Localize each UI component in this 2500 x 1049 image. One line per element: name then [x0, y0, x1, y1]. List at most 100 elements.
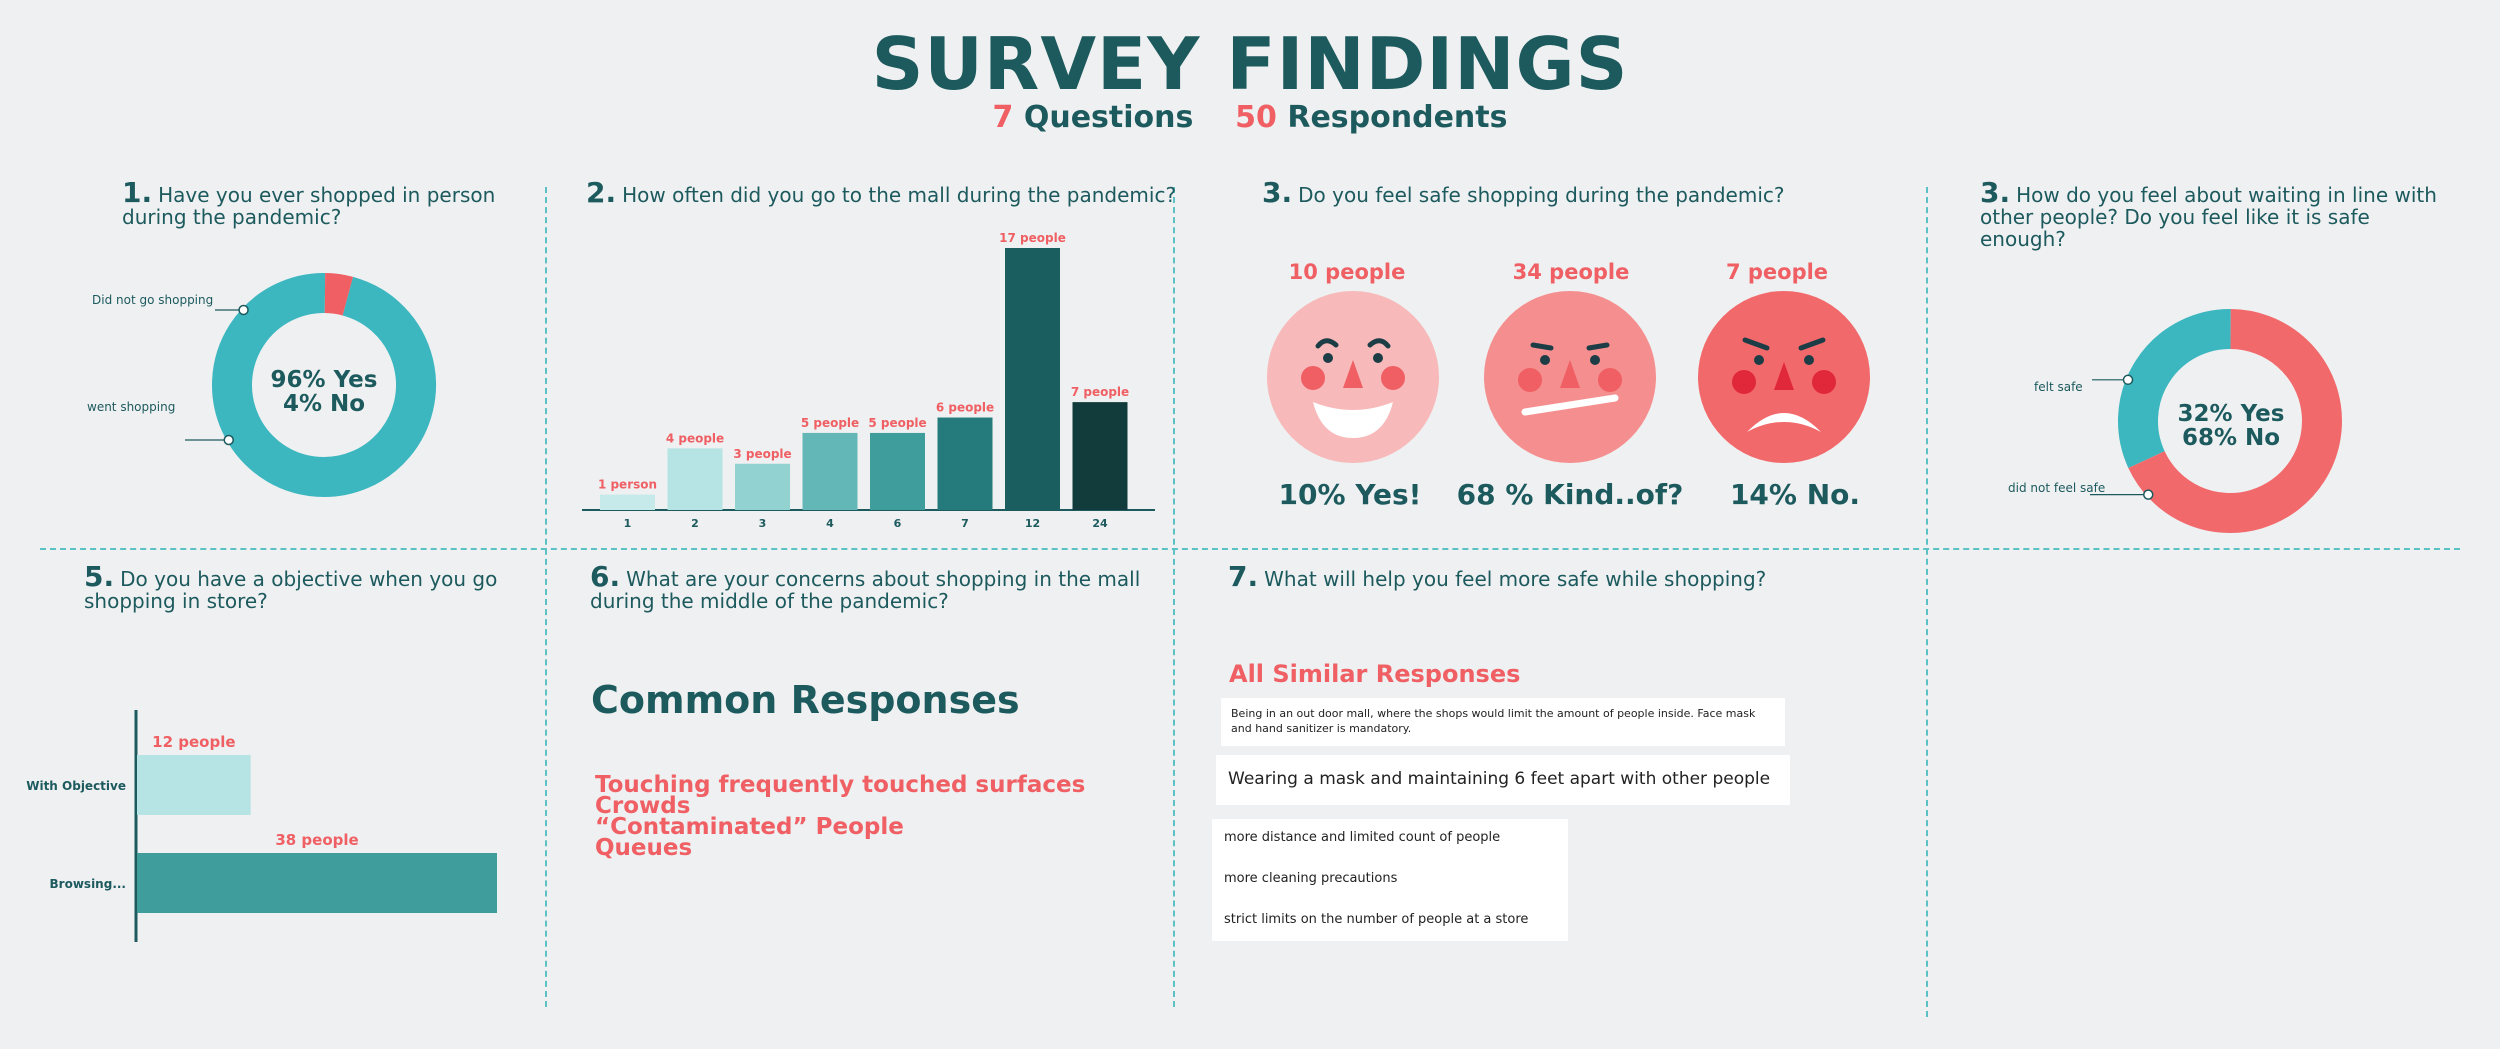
q6-response-list: Touching frequently touched surfaces Cro… [595, 772, 1086, 861]
q2-bar-chart: 1 person 1 4 people 2 3 people 3 5 people 4 5 pe… [582, 231, 1155, 530]
q2-tick-1: 1 [624, 517, 632, 530]
q2-tick-7: 7 [961, 517, 969, 530]
q4-donut-callout-dot-2 [2143, 489, 2154, 500]
q2-bar-2 [667, 448, 723, 510]
q2-bar-7 [937, 417, 993, 510]
divider-v-1 [545, 187, 547, 1007]
q2-bar-6 [870, 432, 925, 510]
q4-callout-no: did not feel safe [2008, 481, 2106, 495]
q5-bar-1 [137, 755, 251, 815]
q3-face-caption-1: 10% Yes! [1278, 478, 1422, 511]
divider-h [40, 548, 2460, 550]
q2-number: 2. [586, 176, 617, 209]
q5-number: 5. [84, 560, 115, 593]
q7-response-2: Wearing a mask and maintaining 6 feet ap… [1228, 769, 1771, 789]
q1-donut-chart [185, 273, 436, 497]
q6-response-1: Touching frequently touched surfaces [595, 772, 1086, 798]
q7-response-card-2: Wearing a mask and maintaining 6 feet ap… [1216, 755, 1790, 805]
q6-response-3: “Contaminated” People [595, 814, 904, 840]
q3-face-caption-2: 68 % Kind..of? [1456, 478, 1684, 511]
q3-face-label-2: 34 people [1512, 260, 1630, 284]
q5-category-2: Browsing... [50, 877, 126, 891]
q2-bar-label-2: 4 people [666, 431, 724, 445]
q3-question: 3. Do you feel safe shopping during the p… [1262, 179, 1862, 207]
q7-response-list-card: more distance and limited count of peopl… [1212, 819, 1568, 941]
q1-center-text: 96% Yes 4% No [254, 368, 394, 416]
q1-text: Have you ever shopped in person during t… [122, 183, 496, 229]
divider-v-2 [1173, 187, 1175, 1007]
q2-bar-label-4: 5 people [801, 416, 859, 430]
q3-text: Do you feel safe shopping during the pan… [1298, 183, 1785, 207]
q7-list-item-1: more distance and limited count of peopl… [1224, 830, 1501, 845]
q2-tick-6: 6 [894, 517, 902, 530]
q7-list-item-2: more cleaning precautions [1224, 871, 1398, 886]
q1-center-yes: 96% Yes [270, 367, 378, 393]
q4-donut-callout-dot-1 [2122, 374, 2134, 386]
q2-text: How often did you go to the mall during … [622, 183, 1177, 207]
q2-bar-label-7: 6 people [936, 401, 994, 415]
q6-text: What are your concerns about shopping in… [590, 567, 1141, 613]
q2-bar-24 [1072, 402, 1128, 510]
q1-callout-yes: went shopping [87, 400, 176, 414]
q2-bar-1 [600, 494, 655, 510]
page-subtitle: 7 Questions 50 Respondents [0, 100, 2500, 135]
q4-donut-slice-2 [2128, 309, 2342, 533]
q2-tick-2: 2 [691, 517, 699, 530]
q5-hbar-chart: 12 people With Objective 38 people Browsing… [26, 710, 497, 942]
q2-bar-label-12: 17 people [999, 231, 1066, 245]
q6-question: 6. What are your concerns about shopping … [590, 563, 1150, 613]
q2-bar-3 [735, 463, 790, 510]
q3-face-label-3: 7 people [1725, 260, 1829, 284]
q5-question: 5. Do you have a objective when you go sh… [84, 563, 504, 613]
happy-face-icon [1267, 291, 1439, 463]
q4-donut-slice-1 [2118, 309, 2232, 468]
page-title: SURVEY FINDINGS [871, 22, 1629, 106]
q2-question: 2. How often did you go to the mall durin… [586, 179, 1186, 207]
q5-bar-2 [137, 853, 497, 913]
q6-number: 6. [590, 560, 621, 593]
q4-text: How do you feel about waiting in line wi… [1980, 183, 2437, 251]
q4-question: 3. How do you feel about waiting in line … [1980, 179, 2460, 251]
respondents-label: Respondents [1287, 100, 1508, 135]
q2-bar-12 [1005, 248, 1060, 510]
q5-category-1: With Objective [26, 779, 126, 793]
q1-donut-callout-dot-2 [223, 434, 234, 446]
q2-bar-label-6: 5 people [868, 416, 926, 430]
q4-number: 3. [1980, 176, 2011, 209]
common-responses-title: Common Responses [591, 678, 1020, 722]
q7-list-item-3: strict limits on the number of people at… [1224, 912, 1529, 927]
q1-question: 1. Have you ever shopped in person during… [122, 179, 502, 229]
sad-face-icon [1698, 291, 1870, 463]
q1-donut-slice-2 [324, 273, 353, 316]
q1-center-no: 4% No [282, 391, 366, 417]
questions-count: 7 [992, 100, 1014, 135]
q1-donut-callout-dot-1 [238, 304, 249, 316]
q4-center-no: 68% No [2181, 425, 2281, 451]
respondents-count: 50 [1235, 100, 1277, 135]
q3-number: 3. [1262, 176, 1293, 209]
q6-response-2: Crowds [595, 793, 691, 819]
q2-bar-4 [802, 432, 858, 510]
q2-tick-3: 3 [759, 517, 767, 530]
q7-response-1: Being in an out door mall, where the sho… [1231, 707, 1756, 735]
q2-tick-12: 12 [1025, 517, 1040, 530]
q1-donut-slice-1 [212, 273, 436, 497]
questions-label: Questions [1023, 100, 1194, 135]
q4-donut-chart [2090, 309, 2342, 533]
q5-bar-label-1: 12 people [152, 733, 235, 751]
q7-question: 7. What will help you feel more safe whil… [1228, 563, 1828, 591]
similar-responses-title: All Similar Responses [1229, 660, 1521, 688]
q2-tick-4: 4 [826, 517, 834, 530]
q2-bar-label-3: 3 people [733, 447, 791, 461]
divider-v-3 [1926, 187, 1928, 1017]
q4-center-text: 32% Yes 68% No [2161, 402, 2301, 450]
q7-number: 7. [1228, 560, 1259, 593]
q1-number: 1. [122, 176, 153, 209]
q2-tick-24: 24 [1092, 517, 1108, 530]
q5-text: Do you have a objective when you go shop… [84, 567, 498, 613]
q4-center-yes: 32% Yes [2177, 401, 2285, 427]
q6-response-4: Queues [595, 835, 693, 861]
q7-response-card-1: Being in an out door mall, where the sho… [1221, 698, 1785, 746]
q1-callout-no: Did not go shopping [92, 293, 214, 307]
q4-callout-yes: felt safe [2034, 380, 2083, 394]
